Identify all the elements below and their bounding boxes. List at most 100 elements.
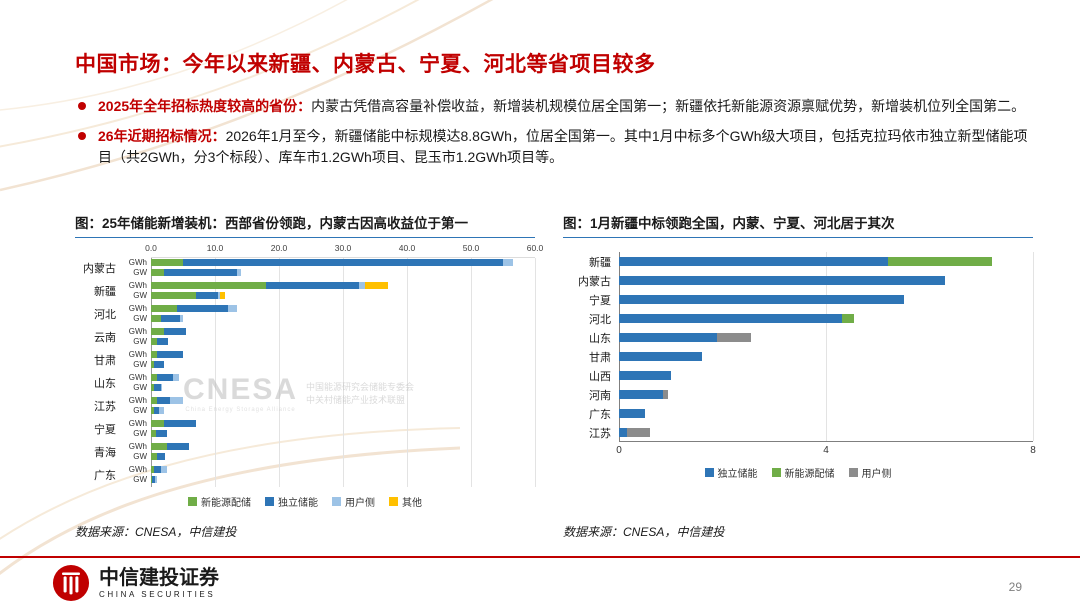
bar-group: 甘肃GWhGW: [75, 349, 535, 370]
bullet-item: 26年近期招标情况：2026年1月至今，新疆储能中标规模达8.8GWh，位居全国…: [78, 126, 1034, 168]
unit-label: GW: [119, 360, 151, 369]
bar-track: [151, 259, 535, 266]
unit-label: GW: [119, 268, 151, 277]
bar-line: GW: [119, 406, 535, 415]
bar-track: [619, 428, 1033, 437]
bar-segment: [164, 269, 238, 276]
bar-segment: [503, 259, 513, 266]
legend-item: 新能源配储: [772, 465, 835, 480]
bar-track: [151, 476, 535, 483]
chart-title-right: 图：1月新疆中标领跑全国，内蒙、宁夏、河北居于其次: [563, 212, 1033, 238]
bar-segment: [157, 338, 167, 345]
bullet-text: 26年近期招标情况：2026年1月至今，新疆储能中标规模达8.8GWh，位居全国…: [98, 126, 1034, 168]
bar-lines: GWhGW: [119, 280, 535, 301]
bar-line: GW: [119, 452, 535, 461]
bar-lines: GWhGW: [119, 326, 535, 347]
legend-label: 独立储能: [278, 494, 318, 509]
bar-track: [151, 397, 535, 404]
unit-label: GW: [119, 291, 151, 300]
bar-group: 内蒙古GWhGW: [75, 257, 535, 278]
x-axis-right: 048: [619, 442, 1033, 458]
bar-track: [619, 314, 1033, 323]
bar-track: [151, 292, 535, 299]
bar-row: 内蒙古: [563, 271, 1033, 290]
legend-swatch: [772, 468, 781, 477]
legend-item: 其他: [389, 494, 422, 509]
bar-track: [151, 407, 535, 414]
bar-segment: [164, 420, 196, 427]
category-label: 新疆: [75, 283, 119, 299]
bar-track: [619, 371, 1033, 380]
bar-segment: [180, 315, 183, 322]
legend-label: 新能源配储: [785, 465, 835, 480]
bar-lines: GWhGW: [119, 257, 535, 278]
bullet-icon: [78, 102, 86, 110]
plot-area-right: 新疆内蒙古宁夏河北山东甘肃山西河南广东江苏: [563, 252, 1033, 442]
legend-swatch: [389, 497, 398, 506]
bar-track: [619, 390, 1033, 399]
unit-label: GWh: [119, 465, 151, 474]
axis-tick-label: 40.0: [399, 243, 416, 253]
bar-track: [151, 351, 535, 358]
bar-segment: [157, 453, 165, 460]
bar-group: 云南GWhGW: [75, 326, 535, 347]
category-label: 云南: [75, 329, 119, 345]
logo-name-en: CHINA SECURITIES: [99, 590, 219, 599]
logo-name-cn: 中信建投证券: [99, 567, 219, 589]
plot-area-left: 内蒙古GWhGW新疆GWhGW河北GWhGW云南GWhGW甘肃GWhGW山东GW…: [75, 257, 535, 487]
bar-segment: [196, 292, 218, 299]
report-slide: 中国市场：今年以来新疆、内蒙古、宁夏、河北等省项目较多 2025年全年招标热度较…: [0, 0, 1080, 608]
bar-lines: GWhGW: [119, 349, 535, 370]
axis-tick-label: 4: [823, 445, 829, 456]
bar-track: [151, 328, 535, 335]
unit-label: GW: [119, 475, 151, 484]
category-label: 甘肃: [563, 349, 619, 365]
category-label: 山西: [563, 368, 619, 384]
bar-row: 新疆: [563, 252, 1033, 271]
category-label: 内蒙古: [563, 273, 619, 289]
bar-group: 河北GWhGW: [75, 303, 535, 324]
legend-item: 独立储能: [265, 494, 318, 509]
legend-item: 新能源配储: [188, 494, 251, 509]
legend-label: 用户侧: [345, 494, 375, 509]
bar-segment: [151, 292, 196, 299]
bar-segment: [154, 361, 164, 368]
bar-segment: [161, 384, 163, 391]
bar-segment: [888, 257, 992, 266]
bar-group: 江苏GWhGW: [75, 395, 535, 416]
category-label: 宁夏: [563, 292, 619, 308]
bar-segment: [220, 292, 225, 299]
bar-segment: [619, 409, 645, 418]
bar-segment: [170, 397, 183, 404]
bar-segment: [627, 428, 650, 437]
gridline: [535, 258, 536, 487]
bar-segment: [155, 476, 158, 483]
bar-line: GW: [119, 475, 535, 484]
x-axis-left: 0.010.020.030.040.050.060.0: [151, 243, 535, 256]
bar-segment: [164, 328, 186, 335]
category-label: 新疆: [563, 254, 619, 270]
bar-line: GWh: [119, 419, 535, 428]
bar-segment: [151, 269, 164, 276]
bar-segment: [663, 390, 668, 399]
legend-swatch: [332, 497, 341, 506]
bar-track: [151, 384, 535, 391]
bar-line: GWh: [119, 281, 535, 290]
company-logo: 中信建投证券 CHINA SECURITIES: [52, 564, 219, 602]
category-label: 山东: [563, 330, 619, 346]
bar-segment: [619, 295, 904, 304]
bar-segment: [156, 430, 167, 437]
bar-line: GWh: [119, 327, 535, 336]
bar-group: 广东GWhGW: [75, 464, 535, 485]
bar-row: 广东: [563, 404, 1033, 423]
bullet-icon: [78, 132, 86, 140]
category-label: 河北: [75, 306, 119, 322]
unit-label: GWh: [119, 327, 151, 336]
bar-track: [619, 276, 1033, 285]
bar-group: 山东GWhGW: [75, 372, 535, 393]
bar-line: GW: [119, 429, 535, 438]
bar-segment: [177, 305, 228, 312]
bar-segment: [167, 443, 189, 450]
bar-segment: [237, 269, 240, 276]
bar-line: GWh: [119, 442, 535, 451]
